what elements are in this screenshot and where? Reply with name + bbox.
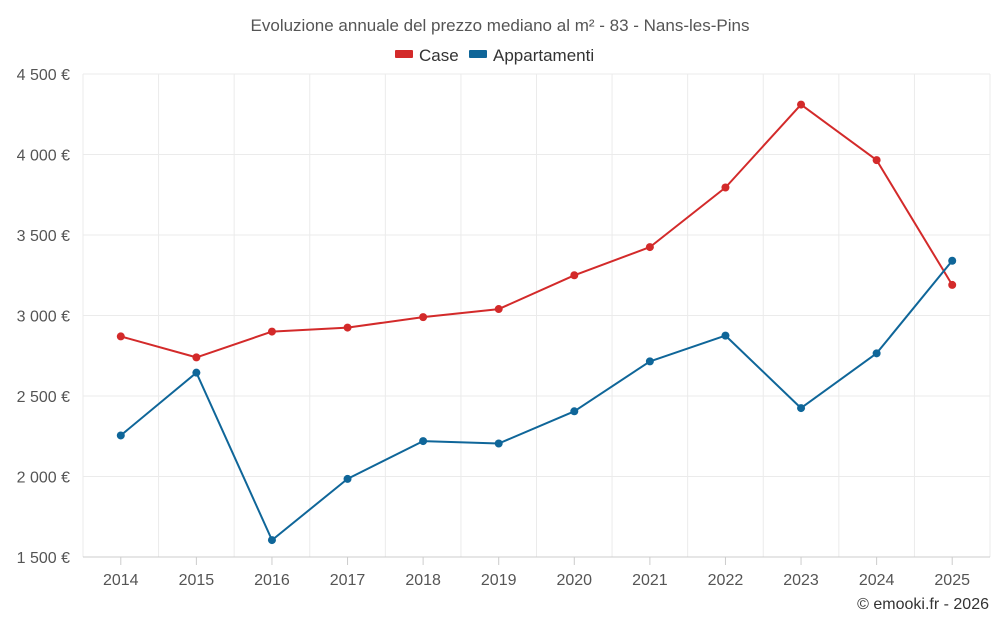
legend-label-case: Case <box>419 46 459 65</box>
series-layer <box>116 100 957 545</box>
series-line-appartamenti <box>120 260 953 542</box>
data-point-case <box>645 243 654 252</box>
data-point-appartamenti <box>267 536 276 545</box>
x-tick-label: 2024 <box>859 572 895 589</box>
x-tick-label: 2025 <box>934 572 970 589</box>
data-point-appartamenti <box>192 368 201 377</box>
data-point-case <box>116 332 125 341</box>
x-tick-label: 2023 <box>783 572 819 589</box>
legend-swatch-case <box>395 50 413 58</box>
x-tick-label: 2021 <box>632 572 668 589</box>
series-line-case <box>120 103 954 359</box>
data-point-case <box>797 100 806 109</box>
legend-item-case[interactable]: Case <box>395 46 459 65</box>
x-tick-label: 2018 <box>405 572 441 589</box>
data-point-case <box>872 156 881 165</box>
x-tick-label: 2017 <box>330 572 366 589</box>
y-tick-label: 2 500 € <box>17 389 70 406</box>
data-point-case <box>343 323 352 332</box>
y-tick-label: 2 000 € <box>17 470 70 487</box>
data-point-case <box>192 353 201 362</box>
data-point-appartamenti <box>343 474 352 483</box>
y-tick-label: 4 500 € <box>17 67 70 84</box>
data-point-appartamenti <box>494 439 503 448</box>
legend: Case Appartamenti <box>395 46 594 65</box>
y-tick-label: 1 500 € <box>17 550 70 567</box>
data-point-appartamenti <box>721 331 730 340</box>
data-point-case <box>267 327 276 336</box>
legend-item-appartamenti[interactable]: Appartamenti <box>469 46 594 65</box>
chart-title: Evoluzione annuale del prezzo mediano al… <box>251 16 750 35</box>
x-tick-label: 2020 <box>556 572 592 589</box>
data-point-appartamenti <box>419 437 428 446</box>
y-tick-label: 4 000 € <box>17 148 70 165</box>
data-point-case <box>570 271 579 280</box>
data-point-case <box>419 313 428 322</box>
axes: 1 500 € 2 000 € 2 500 € 3 000 € 3 500 € 4 000… <box>17 67 990 589</box>
x-tick-label: 2015 <box>179 572 215 589</box>
data-point-appartamenti <box>797 404 806 413</box>
legend-swatch-appartamenti <box>469 50 487 58</box>
data-point-appartamenti <box>570 407 579 416</box>
x-tick-label: 2019 <box>481 572 517 589</box>
data-point-appartamenti <box>948 256 957 265</box>
x-tick-label: 2014 <box>103 572 139 589</box>
y-tick-label: 3 500 € <box>17 228 70 245</box>
data-point-appartamenti <box>116 431 125 440</box>
grid <box>82 73 991 557</box>
data-point-appartamenti <box>872 349 881 358</box>
x-tick-label: 2022 <box>708 572 744 589</box>
data-point-case <box>948 280 957 289</box>
data-point-case <box>494 305 503 314</box>
data-point-case <box>721 183 730 192</box>
y-tick-label: 3 000 € <box>17 309 70 326</box>
credit-text: © emooki.fr - 2026 <box>857 596 989 613</box>
legend-label-appartamenti: Appartamenti <box>493 46 594 65</box>
x-tick-label: 2016 <box>254 572 290 589</box>
data-point-appartamenti <box>645 357 654 366</box>
